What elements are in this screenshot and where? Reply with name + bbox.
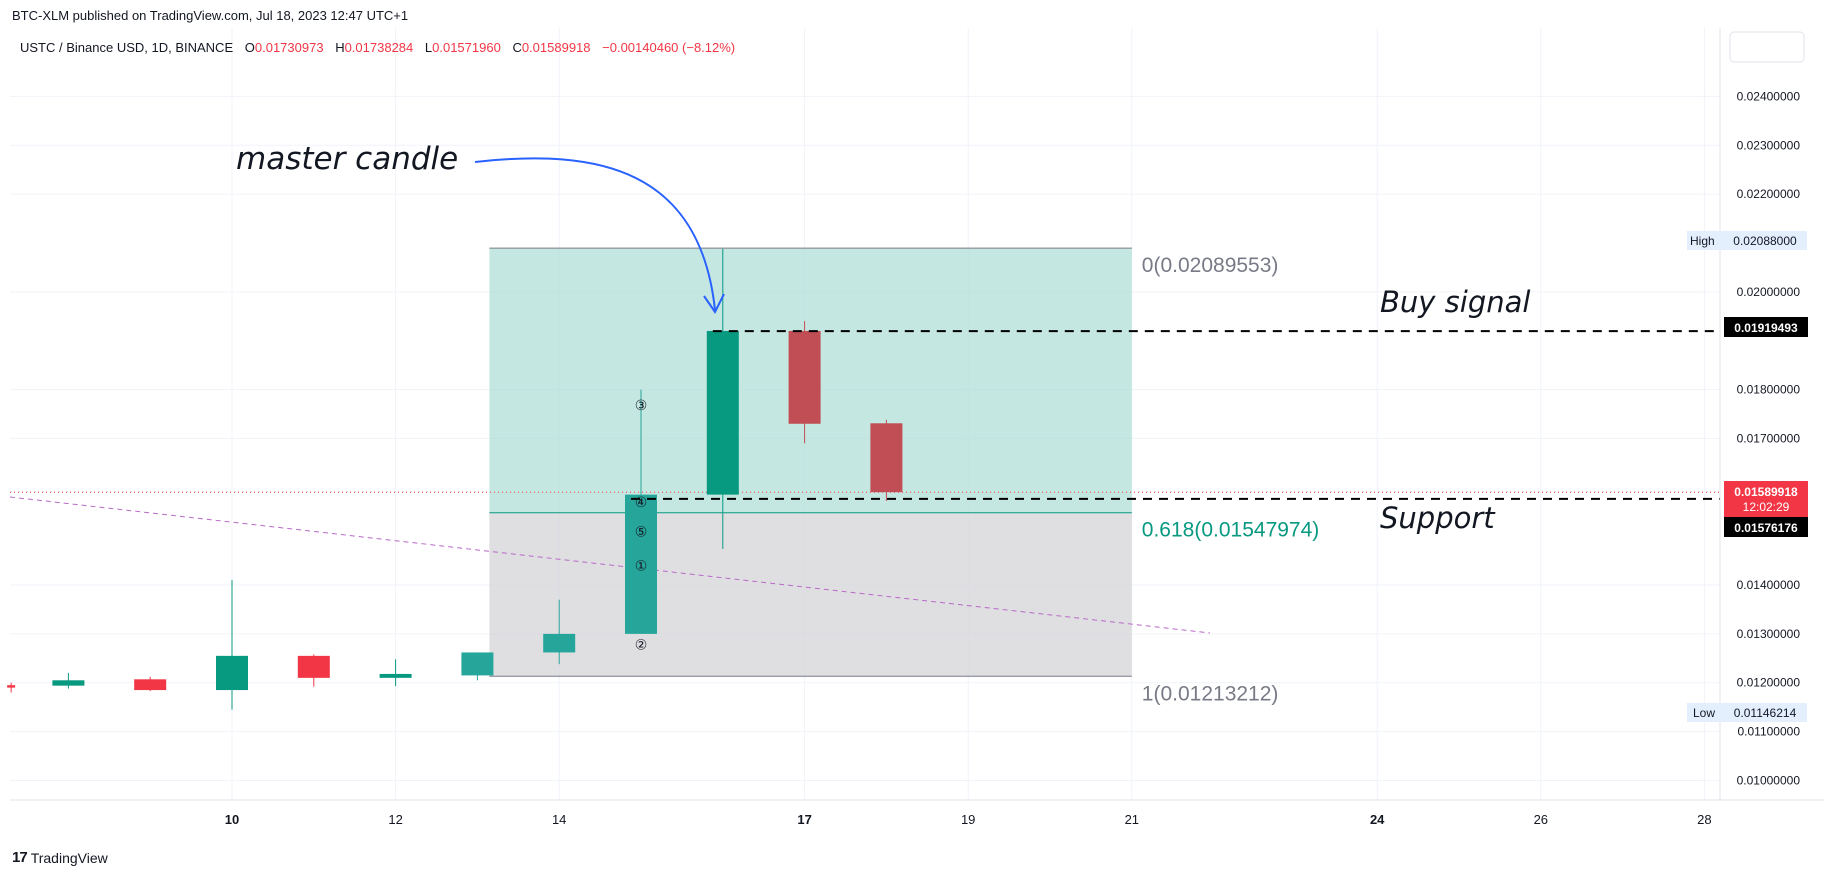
price-tick-label: 0.01300000 bbox=[1737, 627, 1801, 641]
price-tick-label: 0.02400000 bbox=[1737, 89, 1801, 103]
candle[interactable] bbox=[788, 321, 821, 444]
time-tick-label: 24 bbox=[1370, 812, 1385, 827]
price-tick-label: 0.01100000 bbox=[1737, 725, 1800, 739]
time-tick-label: 26 bbox=[1534, 812, 1548, 827]
price-tick-label: 0.02300000 bbox=[1737, 138, 1801, 152]
fib-level-0-label: 0(0.02089553) bbox=[1142, 254, 1279, 277]
svg-text:0.01589918: 0.01589918 bbox=[1734, 485, 1798, 499]
candle[interactable] bbox=[297, 654, 330, 687]
price-tick-label: 0.01700000 bbox=[1737, 431, 1801, 445]
candle-body bbox=[379, 673, 412, 678]
svg-text:0.01576176: 0.01576176 bbox=[1734, 521, 1798, 535]
time-tick-label: 14 bbox=[552, 812, 566, 827]
candle-body bbox=[297, 655, 330, 678]
fib-lower-zone bbox=[489, 512, 1132, 677]
price-tick-label: 0.02200000 bbox=[1737, 187, 1801, 201]
support-price-tag: 0.01576176 bbox=[1724, 517, 1808, 537]
price-tick-label: 0.01400000 bbox=[1737, 578, 1801, 592]
svg-text:12:02:29: 12:02:29 bbox=[1743, 500, 1790, 514]
time-tick-label: 10 bbox=[225, 812, 239, 827]
price-tick-label: 0.02000000 bbox=[1737, 285, 1801, 299]
time-tick-label: 28 bbox=[1697, 812, 1711, 827]
wave-marker: ⑤ bbox=[635, 523, 648, 539]
svg-text:0.01919493: 0.01919493 bbox=[1734, 321, 1798, 335]
time-tick-label: 17 bbox=[797, 812, 811, 827]
support-annotation: Support bbox=[1380, 501, 1496, 535]
svg-text:Low: Low bbox=[1693, 706, 1715, 720]
last-price-tag: 0.01589918 12:02:29 bbox=[1724, 481, 1808, 517]
candle[interactable] bbox=[216, 580, 248, 710]
price-tick-label: 0.01800000 bbox=[1737, 383, 1801, 397]
candle-body bbox=[134, 679, 167, 691]
candle-body bbox=[788, 330, 821, 424]
publisher-line: BTC-XLM published on TradingView.com, Ju… bbox=[12, 8, 409, 23]
candle-body bbox=[625, 494, 657, 634]
candle-body bbox=[870, 423, 903, 493]
tradingview-logo-icon: 17 bbox=[12, 849, 28, 866]
wave-marker: ④ bbox=[635, 494, 648, 510]
candle[interactable] bbox=[461, 652, 494, 681]
candle-body bbox=[7, 685, 16, 688]
time-tick-label: 12 bbox=[388, 812, 402, 827]
candle[interactable] bbox=[134, 676, 167, 692]
candles-group bbox=[7, 248, 903, 710]
candle-body bbox=[52, 680, 85, 686]
legend[interactable]: USTC / Binance USD, 1D, BINANCE O0.01730… bbox=[20, 40, 735, 55]
candle[interactable] bbox=[379, 659, 412, 687]
master-candle-arrow bbox=[474, 157, 716, 311]
price-axis[interactable]: 0.02400000 0.02300000 0.02200000 0.02000000… bbox=[1737, 89, 1801, 787]
time-tick-label: 21 bbox=[1125, 812, 1139, 827]
tradingview-brand[interactable]: 17 TradingView bbox=[12, 849, 108, 866]
svg-text:High: High bbox=[1690, 234, 1715, 248]
candle-body bbox=[706, 330, 739, 495]
wave-marker: ② bbox=[635, 637, 648, 653]
trend-line[interactable] bbox=[9, 496, 1211, 634]
time-axis[interactable]: 10 12 14 17 19 21 24 26 28 bbox=[225, 812, 1712, 827]
candle[interactable] bbox=[7, 682, 16, 693]
time-tick-label: 19 bbox=[961, 812, 975, 827]
price-tick-label: 0.01000000 bbox=[1737, 773, 1801, 787]
arrow-head-icon bbox=[703, 293, 725, 314]
wave-markers: ③ ④ ⑤ ① ② bbox=[635, 397, 648, 652]
brand-label: TradingView bbox=[30, 849, 108, 866]
symbol-label: USTC / Binance USD, 1D, BINANCE bbox=[20, 40, 233, 55]
low-price-label: Low 0.01146214 bbox=[1687, 703, 1807, 722]
candle[interactable] bbox=[52, 672, 85, 689]
candle[interactable] bbox=[625, 389, 657, 634]
candle[interactable] bbox=[706, 248, 739, 549]
candle-body bbox=[461, 652, 494, 676]
svg-text:0.02088000: 0.02088000 bbox=[1733, 234, 1797, 248]
fib-level-1-label: 1(0.01213212) bbox=[1142, 682, 1279, 705]
candle[interactable] bbox=[543, 599, 576, 665]
price-tick-label: 0.01200000 bbox=[1737, 676, 1801, 690]
master-candle-annotation: master candle bbox=[236, 141, 458, 177]
svg-text:0.01146214: 0.01146214 bbox=[1734, 706, 1797, 720]
scale-toggle-button[interactable] bbox=[1729, 31, 1805, 63]
candle[interactable] bbox=[870, 419, 903, 501]
wave-marker: ① bbox=[635, 557, 648, 573]
fib-level-618-label: 0.618(0.01547974) bbox=[1142, 519, 1320, 542]
candle-body bbox=[543, 633, 576, 653]
wave-marker: ③ bbox=[635, 397, 648, 413]
buy-price-tag: 0.01919493 bbox=[1724, 317, 1808, 337]
buy-signal-annotation: Buy signal bbox=[1380, 285, 1530, 319]
candle-body bbox=[216, 655, 248, 691]
high-price-label: High 0.02088000 bbox=[1687, 231, 1807, 250]
